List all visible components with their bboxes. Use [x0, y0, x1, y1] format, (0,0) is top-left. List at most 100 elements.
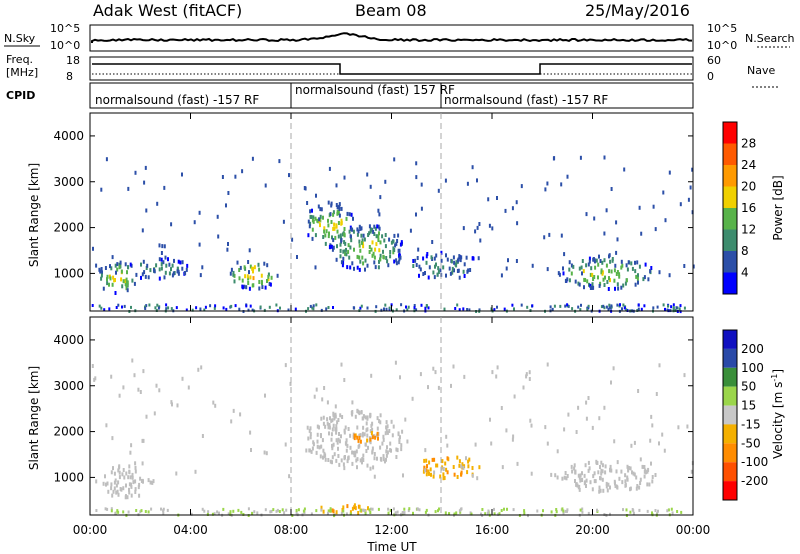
data-cell [342, 509, 345, 513]
data-cell [335, 427, 338, 432]
data-cell [511, 206, 514, 211]
data-cell [340, 511, 343, 515]
data-cell [181, 260, 184, 265]
data-cell [221, 175, 224, 179]
data-cell [311, 306, 314, 310]
data-cell [382, 254, 385, 259]
data-cell [611, 257, 614, 261]
data-cell [369, 229, 372, 234]
data-cell [477, 256, 480, 261]
data-cell [377, 208, 380, 213]
data-cell [463, 274, 466, 278]
data-cell [415, 175, 418, 180]
data-cell [217, 234, 220, 239]
data-cell [364, 267, 366, 272]
data-cell [603, 231, 606, 236]
data-cell [654, 509, 657, 512]
data-cell [234, 304, 237, 308]
data-cell [520, 303, 523, 307]
data-cell [434, 264, 436, 269]
data-cell [591, 272, 594, 277]
data-cell [270, 509, 273, 513]
data-cell [364, 511, 367, 515]
data-cell [425, 254, 428, 259]
data-cell [350, 227, 353, 232]
velocity-colorbar-swatch [723, 367, 737, 387]
data-cell [306, 201, 309, 205]
data-cell [616, 303, 619, 307]
data-cell [427, 385, 429, 390]
data-cell [346, 504, 349, 509]
data-cell [416, 507, 419, 511]
data-cell [345, 448, 348, 453]
data-cell [229, 512, 232, 516]
data-cell [504, 208, 507, 213]
data-cell [200, 365, 203, 370]
data-cell [670, 507, 673, 511]
data-cell [354, 414, 357, 419]
data-cell [124, 278, 127, 283]
data-cell [107, 489, 110, 494]
data-cell [261, 285, 264, 289]
velocity-colorbar-tick: 100 [741, 361, 764, 375]
data-cell [338, 207, 341, 211]
data-cell [308, 448, 311, 453]
data-cell [252, 269, 254, 274]
data-cell [639, 477, 642, 482]
data-cell [114, 478, 117, 483]
data-cell [138, 482, 141, 487]
data-cell [360, 410, 363, 414]
data-cell [647, 277, 650, 282]
data-cell [564, 304, 567, 308]
data-cell [614, 263, 617, 268]
data-cell [679, 202, 682, 207]
data-cell [347, 249, 350, 254]
data-cell [251, 283, 254, 288]
data-cell [333, 514, 335, 518]
data-cell [452, 364, 455, 369]
data-cell [229, 510, 232, 514]
data-cell [456, 303, 459, 307]
data-cell [476, 225, 479, 230]
nave-label: Nave [747, 64, 775, 77]
data-cell [201, 507, 204, 511]
data-cell [384, 179, 387, 184]
data-cell [432, 366, 435, 371]
data-cell [425, 458, 428, 463]
data-cell [656, 512, 659, 516]
data-cell [144, 165, 147, 170]
velocity-colorbar-tick: -15 [741, 417, 761, 431]
data-cell [109, 276, 112, 281]
data-cell [339, 439, 341, 444]
data-cell [627, 260, 630, 265]
data-cell [339, 413, 342, 418]
data-cell [424, 306, 427, 310]
data-cell [329, 459, 332, 464]
data-cell [371, 449, 374, 454]
data-cell [356, 232, 359, 237]
data-cell [108, 307, 111, 311]
data-cell [614, 286, 616, 291]
data-cell [269, 510, 272, 514]
data-cell [371, 507, 374, 511]
data-cell [114, 291, 117, 295]
data-cell [440, 250, 443, 255]
cpid-label: CPID [6, 89, 35, 102]
data-cell [110, 486, 113, 491]
data-cell [142, 369, 145, 374]
data-cell [386, 445, 388, 450]
data-cell [550, 472, 553, 477]
data-cell [371, 240, 374, 245]
data-cell [679, 304, 682, 308]
data-cell [378, 419, 381, 424]
data-cell [654, 227, 657, 232]
data-cell [513, 394, 516, 399]
data-cell [563, 475, 566, 480]
data-cell [335, 510, 338, 515]
data-cell [631, 266, 634, 271]
data-cell [353, 503, 356, 508]
data-cell [317, 204, 320, 209]
data-cell [364, 258, 367, 263]
data-cell [474, 442, 477, 447]
data-cell [158, 257, 161, 262]
